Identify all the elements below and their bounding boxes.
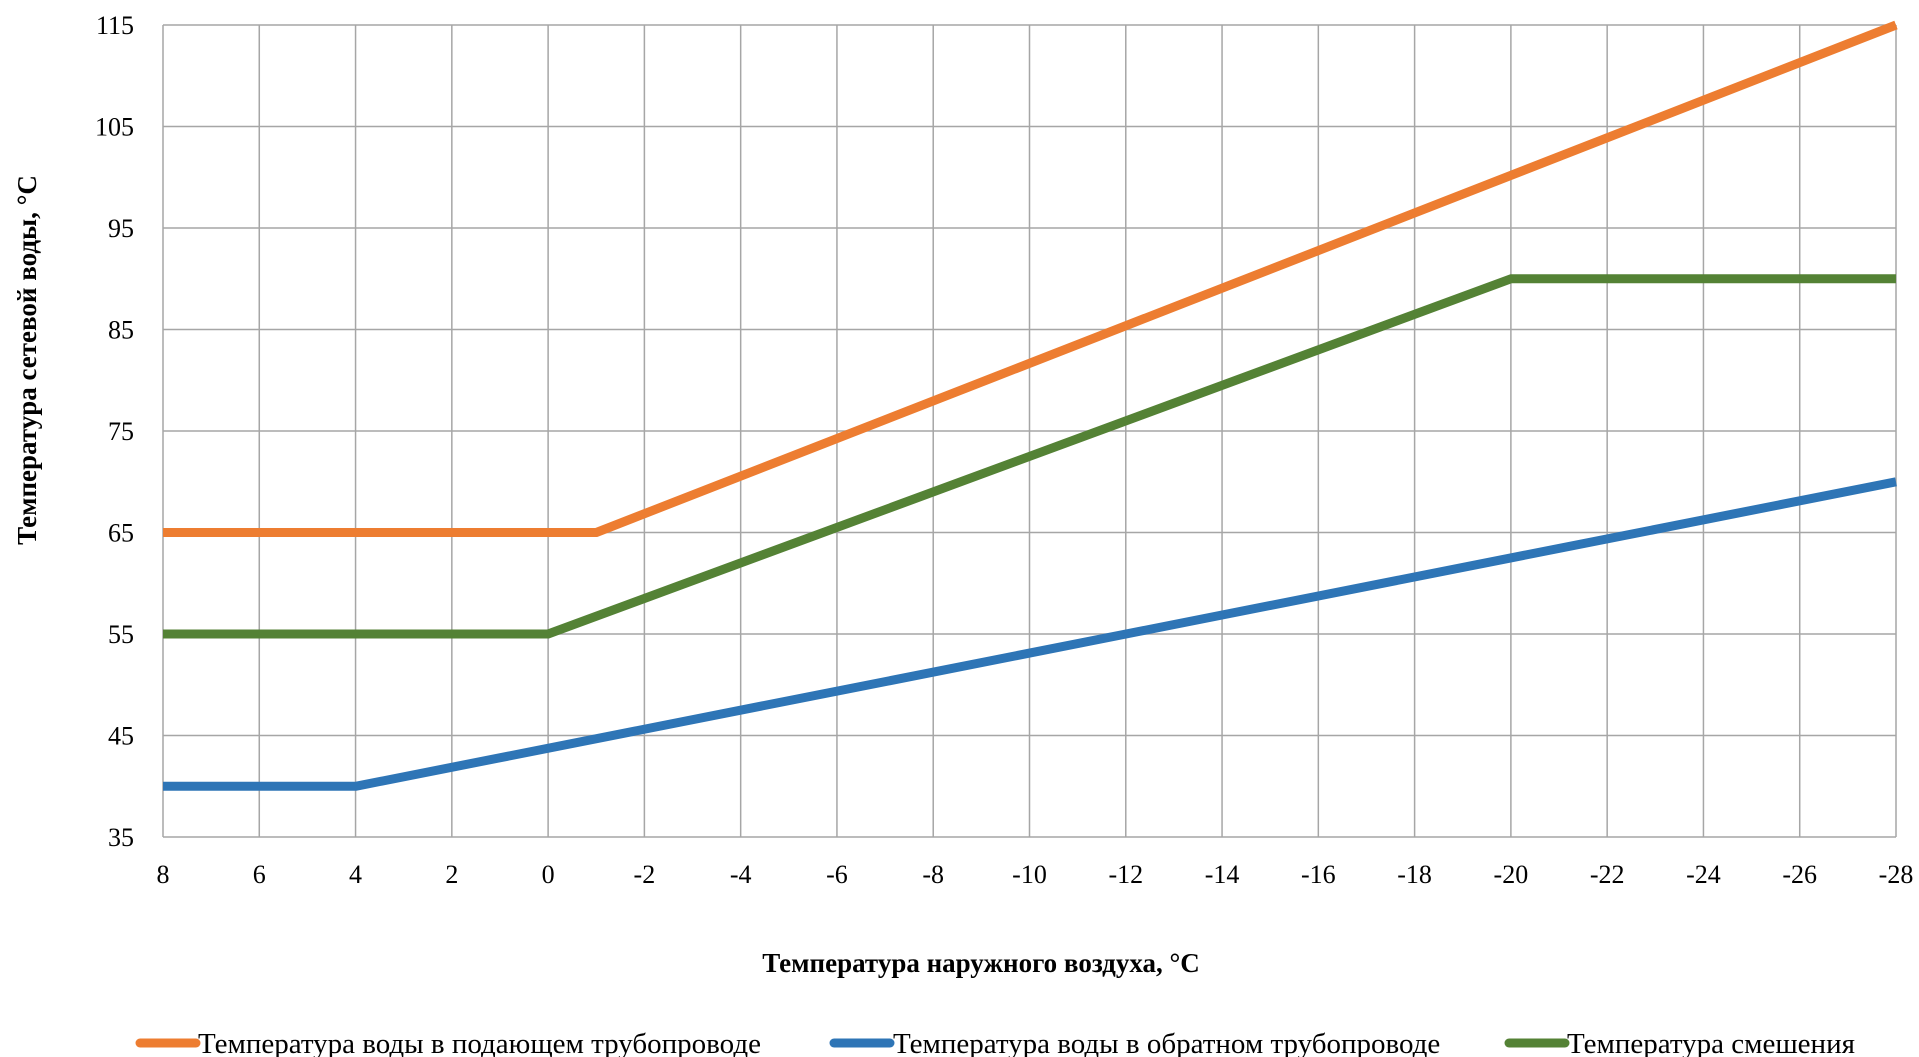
x-tick-label: 4 bbox=[349, 860, 362, 889]
legend-label: Температура воды в обратном трубопроводе bbox=[893, 1028, 1440, 1057]
x-tick-label: -20 bbox=[1494, 860, 1529, 889]
legend-item-3: Температура смешения bbox=[1504, 1028, 1855, 1057]
series-lines bbox=[163, 20, 1898, 791]
x-tick-label: -8 bbox=[922, 860, 944, 889]
x-tick-label: 2 bbox=[445, 860, 458, 889]
x-tick-label: -6 bbox=[826, 860, 848, 889]
x-tick-labels: 8 6 4 2 0 -2 -4 -6 -8 -10 -12 -14 -16 -18 -20 -22 -24 -26… bbox=[157, 860, 1914, 889]
x-tick-label: -10 bbox=[1012, 860, 1047, 889]
x-tick-label: 6 bbox=[253, 860, 266, 889]
legend: Температура воды в подающем трубопроводе… bbox=[135, 1028, 1855, 1057]
y-tick-label: 35 bbox=[108, 823, 134, 852]
x-axis-title: Температура наружного воздуха, °С bbox=[762, 948, 1200, 978]
y-tick-label: 95 bbox=[108, 214, 134, 243]
x-tick-label: -12 bbox=[1108, 860, 1143, 889]
legend-item-2: Температура воды в обратном трубопроводе bbox=[829, 1028, 1440, 1057]
x-tick-label: 8 bbox=[157, 860, 170, 889]
y-tick-label: 85 bbox=[108, 316, 134, 345]
x-tick-label: -16 bbox=[1301, 860, 1336, 889]
x-tick-label: -24 bbox=[1686, 860, 1721, 889]
grid-lines bbox=[162, 24, 1897, 838]
series-line-2 bbox=[163, 477, 1897, 791]
y-axis-title: Температура сетевой воды, °С bbox=[12, 175, 42, 545]
y-tick-label: 105 bbox=[95, 113, 134, 142]
x-tick-label: -22 bbox=[1590, 860, 1625, 889]
x-tick-label: -4 bbox=[730, 860, 752, 889]
series-line-1 bbox=[163, 20, 1898, 537]
y-tick-label: 45 bbox=[108, 722, 134, 751]
x-tick-label: -18 bbox=[1397, 860, 1432, 889]
y-tick-label: 55 bbox=[108, 620, 134, 649]
x-tick-label: 0 bbox=[542, 860, 555, 889]
y-tick-labels: 35 45 55 65 75 85 95 105 115 bbox=[95, 11, 134, 852]
y-tick-label: 115 bbox=[96, 11, 134, 40]
x-tick-label: -26 bbox=[1782, 860, 1817, 889]
x-tick-label: -2 bbox=[634, 860, 656, 889]
x-tick-label: -28 bbox=[1879, 860, 1914, 889]
legend-label: Температура смешения bbox=[1567, 1028, 1855, 1057]
series-line-3 bbox=[163, 274, 1896, 639]
x-tick-label: -14 bbox=[1205, 860, 1240, 889]
y-tick-label: 65 bbox=[108, 519, 134, 548]
legend-item-1: Температура воды в подающем трубопроводе bbox=[135, 1028, 761, 1057]
legend-label: Температура воды в подающем трубопроводе bbox=[198, 1028, 761, 1057]
y-tick-label: 75 bbox=[108, 417, 134, 446]
